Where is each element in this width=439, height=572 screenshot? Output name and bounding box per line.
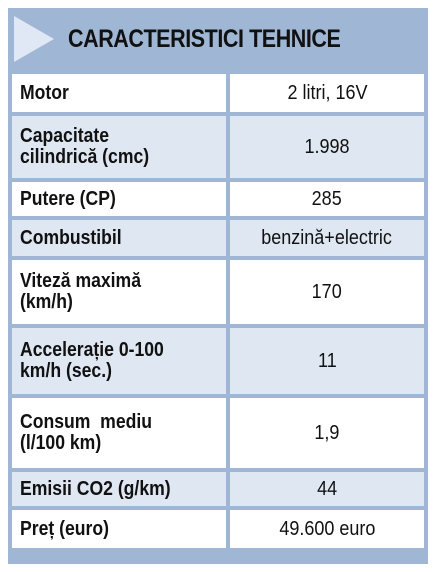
row-label-line: Consum mediu (20, 411, 153, 433)
panel-title: CARACTERISTICI TEHNICE (68, 25, 341, 53)
table-row-combustibil: Combustibil benzină+electric (12, 220, 424, 256)
row-value: 44 (230, 472, 424, 506)
row-label-line: Preț (euro) (20, 517, 109, 540)
row-label: Preț (euro) (12, 510, 226, 548)
arrow-icon (14, 16, 54, 62)
row-label-line: Emisii CO2 (g/km) (20, 477, 171, 500)
row-label: Combustibil (12, 220, 226, 256)
row-label: Emisii CO2 (g/km) (12, 472, 226, 506)
row-value: 49.600 euro (230, 510, 424, 548)
row-label-line: Putere (CP) (20, 187, 116, 210)
row-value: 1,9 (230, 398, 424, 468)
table-row-putere: Putere (CP) 285 (12, 182, 424, 216)
row-label: Viteză maximă (km/h) (12, 260, 226, 324)
row-label-line: Capacitate (20, 125, 110, 147)
table-row-pret: Preț (euro) 49.600 euro (12, 510, 424, 548)
row-label-line: Motor (20, 81, 69, 104)
row-value: 2 litri, 16V (230, 74, 424, 112)
row-value-text: 49.600 euro (278, 518, 376, 540)
row-value: 285 (230, 182, 424, 216)
row-value-text: 11 (317, 350, 337, 372)
row-label: Consum mediu (l/100 km) (12, 398, 226, 468)
row-value: 170 (230, 260, 424, 324)
row-value-text: 1,9 (314, 422, 340, 444)
row-value: benzină+electric (230, 220, 424, 256)
row-label-line: (l/100 km) (20, 432, 102, 454)
row-value-text: benzină+electric (261, 227, 393, 249)
row-label: Motor (12, 74, 226, 112)
specs-table: Motor 2 litri, 16V Capacitate cilindrică… (12, 74, 424, 548)
row-label-line: Accelerație 0-100 (20, 339, 164, 361)
panel-header: CARACTERISTICI TEHNICE (8, 8, 428, 70)
specs-panel: CARACTERISTICI TEHNICE Motor 2 litri, 16… (8, 8, 428, 564)
row-label-line: Viteză maximă (20, 270, 141, 292)
row-label-line: km/h (sec.) (20, 360, 112, 382)
row-value: 11 (230, 328, 424, 394)
row-value: 1.998 (230, 116, 424, 178)
row-label-line: cilindrică (cmc) (20, 146, 150, 168)
table-row-motor: Motor 2 litri, 16V (12, 74, 424, 112)
row-value-text: 44 (316, 478, 338, 500)
row-label: Capacitate cilindrică (cmc) (12, 116, 226, 178)
row-label-line: (km/h) (20, 291, 73, 313)
row-value-text: 285 (311, 188, 343, 210)
row-label-line: Combustibil (20, 226, 122, 249)
table-row-emisii: Emisii CO2 (g/km) 44 (12, 472, 424, 506)
row-value-text: 1.998 (304, 136, 350, 158)
table-row-viteza: Viteză maximă (km/h) 170 (12, 260, 424, 324)
table-row-consum: Consum mediu (l/100 km) 1,9 (12, 398, 424, 468)
row-label: Putere (CP) (12, 182, 226, 216)
table-row-capacitate: Capacitate cilindrică (cmc) 1.998 (12, 116, 424, 178)
row-value-text: 2 litri, 16V (286, 82, 368, 104)
table-row-acceleratie: Accelerație 0-100 km/h (sec.) 11 (12, 328, 424, 394)
row-value-text: 170 (311, 281, 343, 303)
row-label: Accelerație 0-100 km/h (sec.) (12, 328, 226, 394)
